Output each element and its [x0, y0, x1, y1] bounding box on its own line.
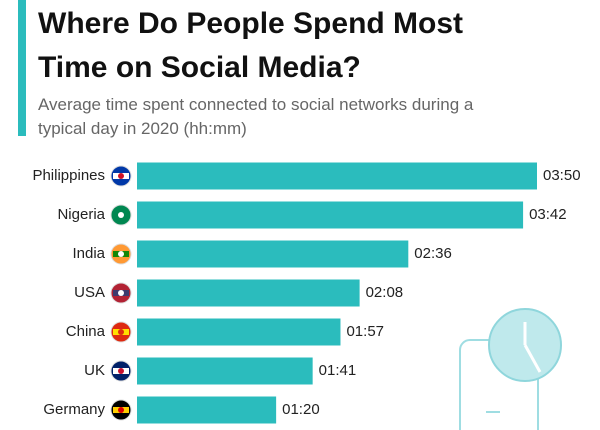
- bar: [137, 240, 409, 268]
- decoration: [459, 308, 562, 430]
- value-label: 01:41: [319, 362, 357, 379]
- bar: [137, 162, 537, 190]
- value-label: 03:50: [543, 167, 581, 184]
- value-label: 02:36: [414, 245, 452, 262]
- bar: [137, 357, 313, 385]
- value-label: 03:42: [529, 206, 567, 223]
- flag: [118, 329, 124, 335]
- flag: [118, 368, 124, 374]
- bar: [137, 318, 341, 346]
- category-label: Nigeria: [57, 206, 105, 223]
- value-label: 02:08: [366, 284, 404, 301]
- category-label: Philippines: [32, 167, 105, 184]
- category-label: Germany: [43, 401, 105, 418]
- value-label: 01:57: [346, 323, 384, 340]
- flag: [118, 251, 124, 257]
- chart-title: Where Do People Spend Most Time on Socia…: [38, 7, 464, 84]
- category-label: China: [66, 323, 106, 340]
- flag: [118, 173, 124, 179]
- bar: [137, 396, 277, 424]
- value-label: 01:20: [282, 401, 320, 418]
- bar: [137, 201, 524, 229]
- flag: [118, 212, 124, 218]
- category-label: UK: [84, 362, 105, 379]
- chart-subtitle: Average time spent connected to social n…: [38, 95, 474, 138]
- flag: [118, 290, 124, 296]
- bar: [137, 279, 360, 307]
- category-label: USA: [74, 284, 105, 301]
- category-label: India: [72, 245, 105, 262]
- flag: [118, 407, 124, 413]
- accent-bar: [18, 0, 26, 136]
